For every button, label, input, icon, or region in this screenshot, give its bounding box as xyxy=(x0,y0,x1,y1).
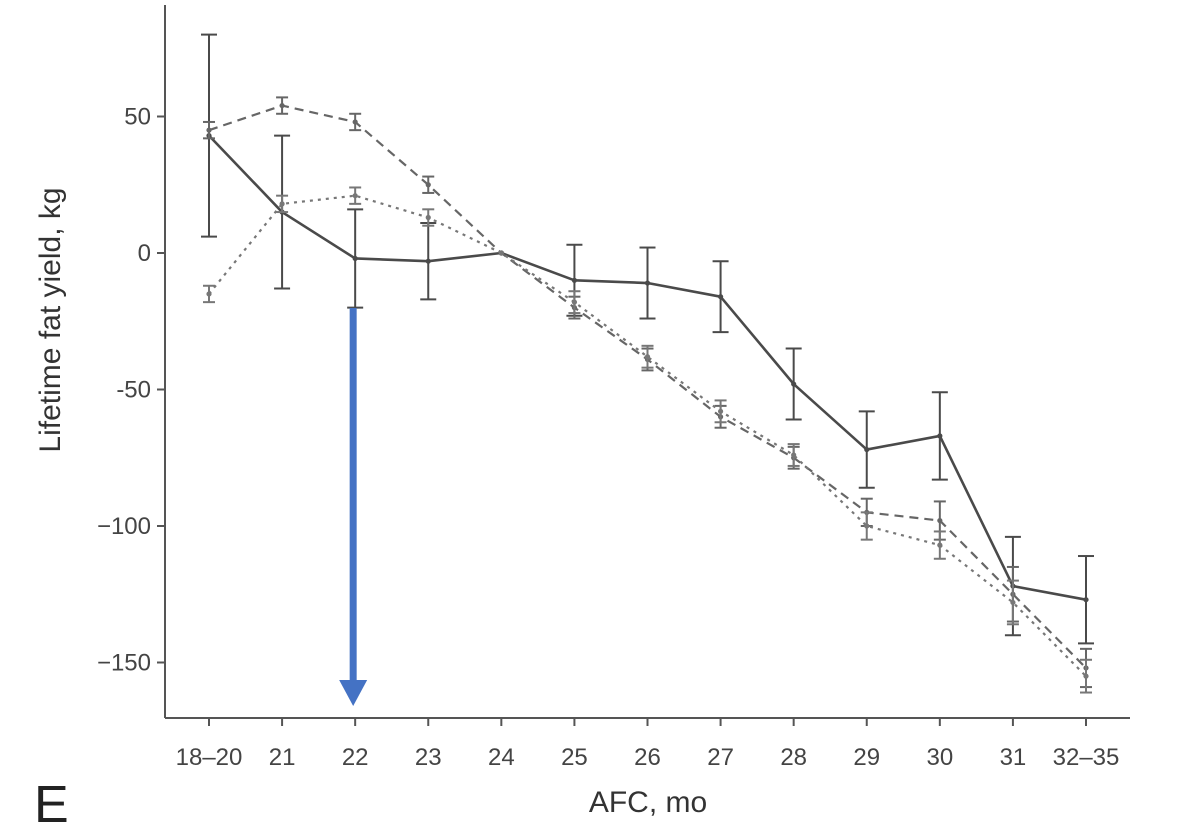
data-point xyxy=(206,127,212,133)
x-tick-label: 29 xyxy=(853,744,880,771)
x-tick-label: 30 xyxy=(926,744,953,771)
data-point xyxy=(791,452,797,458)
data-point xyxy=(717,294,724,300)
x-tick-label: 26 xyxy=(634,744,661,771)
data-point xyxy=(425,258,431,264)
data-point xyxy=(864,523,870,529)
data-point xyxy=(498,250,504,256)
data-point xyxy=(352,255,358,262)
data-point xyxy=(644,280,651,286)
y-tick-label: 50 xyxy=(124,104,151,131)
arrow-head-icon xyxy=(339,680,368,706)
data-point xyxy=(1010,599,1016,606)
x-tick-label: 25 xyxy=(561,744,588,771)
data-point xyxy=(279,201,285,207)
data-point xyxy=(352,119,358,125)
x-tick-label: 31 xyxy=(1000,744,1027,771)
x-tick-labels: 18–20 21 22 23 24 25 26 27 28 29 30 31 32–35 xyxy=(176,744,1120,771)
x-tick-label: 22 xyxy=(342,744,369,771)
data-point xyxy=(937,433,943,439)
y-axis-title: Lifetime fat yield, kg xyxy=(34,187,67,452)
y-tick-label: -50 xyxy=(116,377,151,404)
x-tick-label: 21 xyxy=(269,744,296,771)
x-tick-label: 24 xyxy=(488,744,515,771)
data-point xyxy=(571,277,578,283)
data-point xyxy=(571,299,578,305)
data-point xyxy=(425,182,431,188)
y-tick-label: −150 xyxy=(97,650,151,677)
y-tick-labels: 50 0 -50 −100 −150 xyxy=(97,104,151,677)
panel-label: E xyxy=(34,776,69,829)
data-point xyxy=(937,542,943,548)
x-tick-label: 23 xyxy=(415,744,442,771)
data-point xyxy=(206,291,212,297)
data-point xyxy=(425,214,431,221)
series-dotted xyxy=(203,186,1092,694)
x-axis-title: AFC, mo xyxy=(589,786,707,819)
data-point xyxy=(352,193,358,199)
data-point xyxy=(644,354,651,360)
data-point xyxy=(864,446,870,453)
axes xyxy=(157,5,1130,726)
arrow-shaft xyxy=(349,308,357,683)
x-tick-label: 18–20 xyxy=(176,744,243,771)
series-layer xyxy=(201,33,1094,694)
data-point xyxy=(717,408,724,414)
data-point xyxy=(937,517,943,524)
y-tick-label: −100 xyxy=(97,513,151,540)
annotation-layer xyxy=(339,308,368,706)
x-tick-label: 27 xyxy=(707,744,734,771)
series-line-dashed xyxy=(208,104,1087,669)
data-point xyxy=(279,102,285,109)
data-point xyxy=(1083,673,1089,679)
series-dashed xyxy=(203,96,1092,689)
x-tick-label: 28 xyxy=(780,744,807,771)
series-solid xyxy=(201,33,1094,645)
data-point xyxy=(791,381,797,387)
x-tick-label: 32–35 xyxy=(1053,744,1120,771)
data-point xyxy=(1083,597,1089,603)
y-tick-label: 0 xyxy=(138,240,151,267)
